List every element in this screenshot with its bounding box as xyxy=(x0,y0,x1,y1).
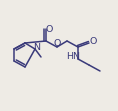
Text: O: O xyxy=(89,38,97,47)
Text: N: N xyxy=(34,43,40,52)
Text: O: O xyxy=(45,25,53,34)
Text: O: O xyxy=(53,40,61,49)
Text: HN: HN xyxy=(66,53,80,61)
